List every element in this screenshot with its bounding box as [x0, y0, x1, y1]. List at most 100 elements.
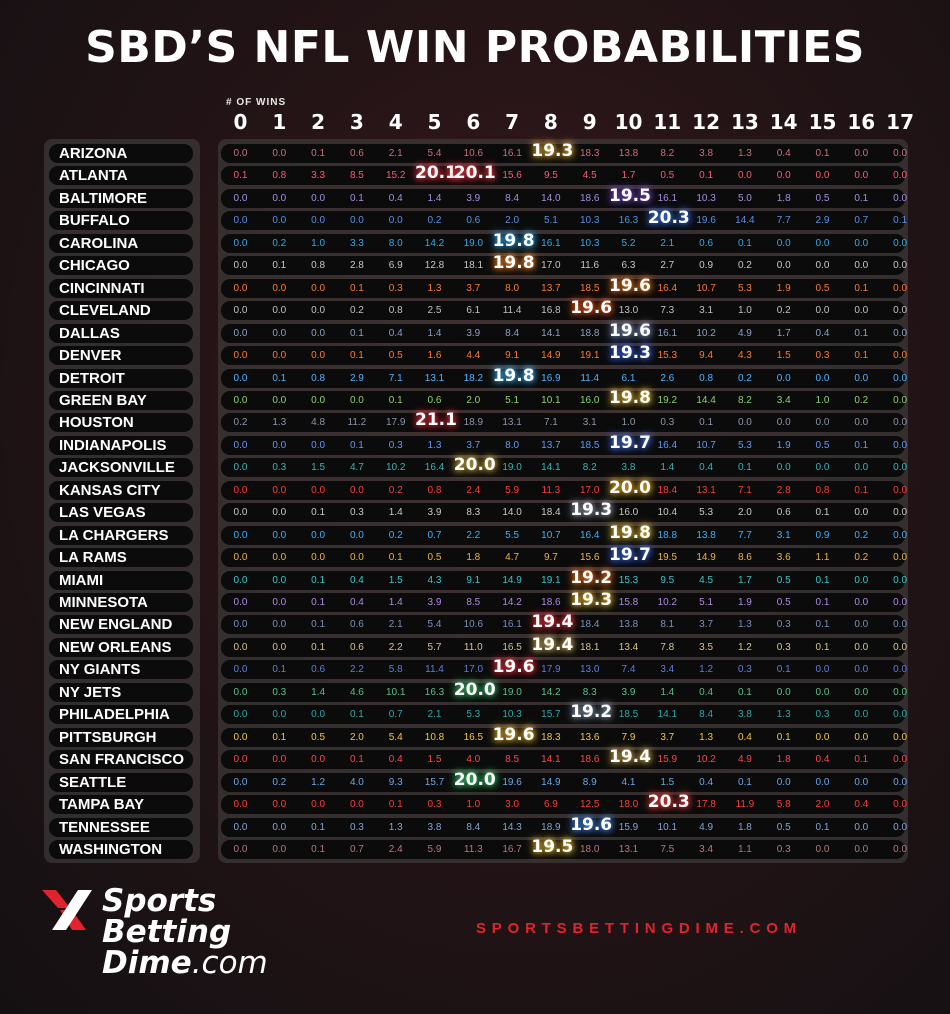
probability-value: 0.2 — [854, 394, 869, 406]
probability-value: 0.0 — [233, 484, 248, 496]
probability-value: 1.5 — [776, 350, 791, 362]
team-row: 0.0 0.0 0.1 0.3 1.3 3.8 8.4 14.3 18.9 19.6 15.9 10.… — [221, 815, 907, 837]
probability-value: 15.7 — [424, 776, 445, 788]
probability-value: 0.0 — [893, 664, 908, 676]
sportsbettingdime-logo: Sports Betting Dime.com — [42, 886, 282, 986]
probability-value: 3.8 — [427, 821, 442, 833]
probability-value: 0.1 — [815, 619, 830, 631]
probability-value: 14.2 — [424, 237, 445, 249]
probability-value: 0.1 — [311, 148, 326, 159]
probability-value: 0.0 — [311, 394, 326, 406]
probability-value: 8.0 — [505, 282, 520, 294]
team-label: DALLAS — [49, 323, 193, 343]
probability-value: 0.2 — [272, 237, 287, 249]
probability-value: 5.0 — [737, 192, 752, 204]
probability-value: 7.5 — [660, 843, 675, 855]
probability-value: 0.0 — [233, 394, 248, 406]
probability-value: 2.0 — [815, 799, 830, 811]
probability-value: 9.5 — [660, 574, 675, 586]
probability-value: 0.1 — [272, 664, 287, 676]
probability-value: 0.0 — [893, 282, 908, 294]
team-row: 0.0 0.0 0.1 0.3 1.4 3.9 8.3 14.0 18.4 19.3 16.0 10.… — [221, 501, 907, 523]
probability-value: 0.0 — [893, 484, 908, 496]
probability-value: 0.2 — [854, 552, 869, 564]
probability-value: 0.5 — [815, 282, 830, 294]
wins-column-9: 9 — [582, 110, 597, 134]
probability-value: 3.1 — [582, 417, 597, 429]
probability-value: 0.6 — [427, 394, 442, 406]
probability-value: 18.0 — [579, 843, 600, 855]
peak-probability-value: 20.0 — [453, 679, 496, 700]
probability-value: 0.0 — [272, 821, 287, 833]
probability-value: 0.3 — [815, 709, 830, 721]
probability-value: 0.0 — [815, 686, 830, 698]
probability-value: 0.0 — [893, 731, 908, 743]
peak-probability-value: 19.8 — [492, 230, 535, 251]
probability-value: 10.3 — [696, 192, 716, 204]
probability-value: 0.1 — [388, 552, 403, 564]
probability-value: 14.2 — [502, 597, 522, 608]
probability-value: 18.1 — [463, 260, 484, 272]
probability-value: 1.3 — [776, 709, 791, 721]
probability-value: 7.3 — [660, 305, 675, 317]
peak-probability-value: 19.8 — [492, 253, 535, 274]
team-row: 0.0 0.0 0.1 0.6 2.1 5.4 10.6 16.1 19.3 18.3 13.8 8.… — [221, 141, 907, 163]
probability-value: 19.0 — [502, 462, 522, 474]
probability-value: 0.0 — [737, 170, 752, 182]
probability-value: 3.0 — [505, 799, 520, 811]
probability-value: 1.7 — [737, 574, 752, 586]
wins-column-2: 2 — [311, 110, 326, 134]
probability-value: 0.0 — [272, 327, 287, 339]
probability-value: 0.0 — [272, 394, 287, 406]
probability-value: 0.0 — [233, 327, 248, 339]
probability-value: 0.0 — [893, 462, 908, 474]
probability-value: 15.7 — [541, 709, 561, 721]
probability-value: 0.1 — [737, 686, 752, 698]
probability-value: 5.4 — [427, 619, 442, 631]
probability-value: 0.2 — [388, 484, 403, 496]
probability-value: 0.1 — [854, 484, 869, 496]
probability-value: 0.2 — [427, 215, 442, 227]
x-axis-label: # OF WINS — [226, 97, 287, 108]
peak-probability-value: 19.6 — [492, 724, 535, 745]
probability-value: 16.4 — [657, 282, 678, 294]
probability-value: 0.4 — [349, 574, 364, 586]
peak-probability-value: 19.3 — [531, 141, 574, 161]
probability-value: 7.1 — [543, 417, 558, 429]
probability-value: 0.0 — [311, 484, 326, 496]
probability-value: 0.4 — [854, 799, 869, 811]
probability-value: 0.0 — [815, 237, 830, 249]
probability-value: 16.1 — [657, 327, 678, 339]
team-row: 0.0 0.3 1.4 4.6 10.1 16.3 20.0 19.0 14.2 8.3 3.9 1.… — [221, 679, 907, 702]
probability-value: 16.5 — [502, 641, 522, 653]
probability-value: 1.5 — [388, 574, 403, 586]
probability-value: 6.9 — [543, 799, 558, 811]
probability-value: 0.0 — [272, 215, 287, 227]
probability-value: 13.0 — [579, 664, 600, 676]
peak-probability-value: 19.7 — [609, 432, 651, 453]
probability-value: 3.9 — [621, 686, 636, 698]
probability-value: 0.0 — [233, 799, 248, 811]
probability-value: 0.1 — [349, 327, 364, 339]
probability-value: 8.3 — [582, 686, 597, 698]
probability-value: 2.1 — [388, 619, 403, 631]
probability-value: 3.9 — [427, 507, 442, 519]
probability-value: 0.0 — [776, 417, 791, 429]
probability-value: 1.3 — [388, 821, 403, 833]
probability-value: 0.0 — [815, 731, 830, 743]
probability-value: 3.9 — [427, 597, 442, 608]
probability-value: 17.9 — [541, 664, 561, 676]
team-row: 0.0 0.1 0.8 2.8 6.9 12.8 18.1 19.8 17.0 11.6 6.3 2.… — [221, 253, 907, 276]
team-row: 0.0 0.3 1.5 4.7 10.2 16.4 20.0 19.0 14.1 8.2 3.8 1.… — [221, 456, 907, 478]
probability-value: 13.1 — [696, 484, 716, 496]
probability-value: 0.0 — [349, 394, 364, 406]
team-row: 0.0 0.1 0.6 2.2 5.8 11.4 17.0 19.6 17.9 13.0 7.4 3.… — [221, 658, 907, 680]
probability-value: 0.4 — [349, 597, 364, 608]
probability-value: 0.0 — [272, 619, 287, 631]
probability-value: 0.1 — [349, 754, 364, 766]
probability-value: 8.9 — [582, 776, 597, 788]
probability-value: 0.1 — [272, 260, 287, 272]
probability-value: 0.0 — [272, 799, 287, 811]
peak-probability-value: 19.5 — [531, 836, 574, 857]
probability-value: 16.4 — [424, 462, 445, 474]
